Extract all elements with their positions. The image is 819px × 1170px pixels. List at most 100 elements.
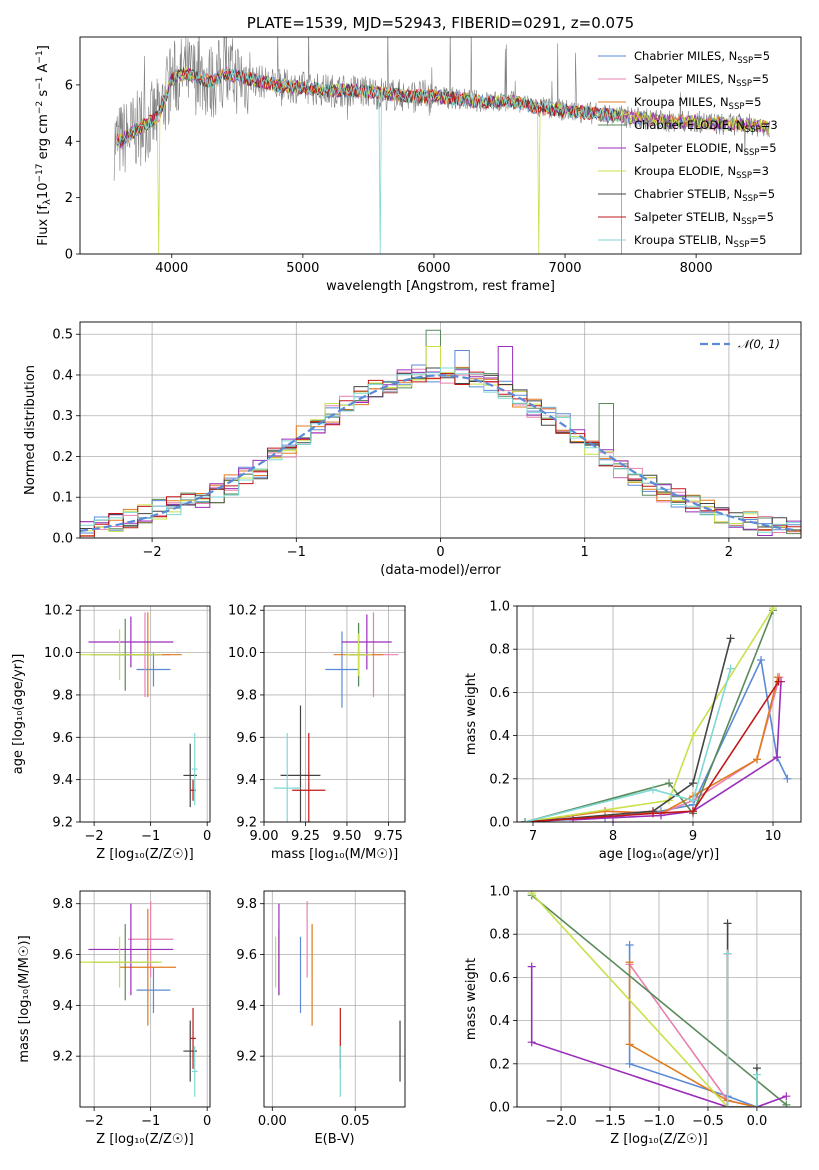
x-tick-label: 1 [581, 545, 589, 560]
mass_weight_vs_z-plot-area [527, 891, 791, 1107]
series-line-chabrier_stelib [524, 638, 732, 822]
legend-label: Kroupa ELODIE, NSSP=3 [634, 164, 769, 181]
y-tick-label: 9.8 [236, 897, 257, 912]
series-marker [773, 753, 781, 762]
mass_weight_vs_z-frame [516, 890, 802, 1108]
x-tick-label: −2.0 [545, 1114, 577, 1129]
gaussian-curve [80, 374, 799, 532]
series-line-chabrier_elodie [524, 610, 774, 822]
series-line-chabrier_miles [628, 945, 758, 1107]
mass_weight_vs_z-axes: −2.0 −1.5 −1.0 −0.5 0.0 0.0 0.2 0.4 0.6 0.8 1.0 [489, 885, 801, 1129]
y-tick-label: 0.8 [489, 643, 510, 658]
mass_vs_z-plot-area [80, 901, 198, 1097]
series-marker [783, 774, 792, 783]
x-tick-label: 2 [725, 545, 733, 560]
y-tick-label: 6 [65, 78, 73, 93]
y-tick-label: 10.2 [228, 604, 257, 619]
x-tick-label: 8 [609, 829, 617, 844]
residuals-legend: 𝒩(0, 1) [700, 337, 780, 351]
mass_vs_ebv-frame [263, 890, 406, 1108]
series-marker [726, 634, 735, 643]
model-line-salpeter_stelib [116, 67, 622, 254]
legend-label: Salpeter STELIB, NSSP=5 [634, 210, 774, 227]
y-tick-label: 9.4 [52, 999, 73, 1014]
series-marker [723, 949, 732, 958]
age_vs_z-ylabel: age [log₁₀(age/yr)] [11, 654, 26, 775]
spectrum-axes: 4000 5000 6000 7000 8000 0 2 4 6 [65, 78, 713, 276]
mass_weight_vs_age-xlabel: age [log₁₀(age/yr)] [599, 847, 720, 862]
x-tick-label: 8000 [680, 261, 713, 276]
y-tick-label: 9.6 [52, 948, 73, 963]
y-tick-label: 0.3 [52, 409, 73, 424]
series-marker [773, 673, 782, 682]
series-marker [723, 1103, 732, 1107]
x-tick-label: 0.00 [258, 1114, 287, 1129]
series-marker [752, 1103, 761, 1107]
series-marker [625, 1040, 634, 1049]
series-line-salpeter_stelib [726, 953, 757, 1107]
series-line-chabrier_stelib [726, 923, 758, 1107]
legend-label: Kroupa STELIB, NSSP=5 [634, 233, 766, 250]
y-tick-label: 9.4 [236, 999, 257, 1014]
y-tick-label: 9.6 [236, 731, 257, 746]
age_vs_z-plot-area [80, 612, 198, 808]
series-line-chabrier_miles [524, 657, 789, 822]
y-tick-label: 10.0 [228, 646, 257, 661]
series-marker [527, 891, 536, 898]
x-tick-label: 0.0 [747, 1114, 768, 1129]
series-marker [726, 664, 735, 673]
x-tick-label: 0 [203, 829, 211, 844]
mass_vs_z-ylabel: mass [log₁₀(M/M☉)] [17, 935, 32, 1062]
x-tick-label: −1 [141, 1114, 160, 1129]
mass_weight_vs_age-plot-area [521, 606, 792, 822]
spectrum-ylabel: Flux [fλ10−17 erg cm−2 s−1 A−1] [35, 45, 53, 246]
y-tick-label: 9.4 [52, 773, 73, 788]
spectrum-title: PLATE=1539, MJD=52943, FIBERID=0291, z=0… [247, 14, 634, 32]
age_vs_mass-xlabel: mass [log₁₀(M/M☉)] [271, 847, 398, 862]
x-tick-label: −1.0 [643, 1114, 675, 1129]
y-tick-label: 9.2 [52, 816, 73, 831]
series-line-kroupa_elodie [524, 607, 774, 822]
spectrum-xlabel: wavelength [Angstrom, rest frame] [326, 279, 555, 294]
x-tick-label: 0.05 [341, 1114, 370, 1129]
model-line-kroupa_stelib [116, 68, 622, 254]
mass_vs_ebv-xlabel: E(B-V) [314, 1132, 354, 1147]
series-marker [625, 958, 634, 967]
y-tick-label: 9.6 [236, 948, 257, 963]
spectrum-frame [79, 36, 802, 255]
series-marker [625, 941, 634, 949]
series-marker [689, 779, 697, 788]
legend-label: Chabrier STELIB, NSSP=5 [634, 187, 775, 204]
series-marker [649, 809, 657, 818]
series-marker [527, 962, 536, 971]
x-tick-label: 9.75 [374, 829, 403, 844]
x-tick-label: 6000 [417, 261, 450, 276]
y-tick-label: 9.2 [236, 816, 257, 831]
x-tick-label: 0 [203, 1114, 211, 1129]
series-line-kroupa_stelib [726, 953, 758, 1107]
series-marker [757, 656, 765, 664]
y-tick-label: 0.8 [489, 928, 510, 943]
y-tick-label: 9.8 [52, 688, 73, 703]
series-marker [752, 1070, 761, 1079]
legend-label: Chabrier ELODIE, NSSP=3 [634, 118, 778, 135]
legend-label: Kroupa MILES, NSSP=5 [634, 95, 761, 112]
y-tick-label: 0.0 [489, 1101, 510, 1116]
spectrum-legend: Chabrier MILES, NSSP=5 Salpeter MILES, NS… [598, 49, 778, 250]
y-tick-label: 0.2 [52, 450, 73, 465]
y-tick-label: 2 [65, 191, 73, 206]
age_vs_z-xlabel: Z [log₁₀(Z/Z☉)] [96, 847, 193, 862]
hist-kroupa_stelib [80, 367, 801, 538]
x-tick-label: 9 [689, 829, 697, 844]
mass_vs_z-xlabel: Z [log₁₀(Z/Z☉)] [96, 1132, 193, 1147]
series-marker [723, 919, 732, 928]
mass_weight_vs_z-ylabel: mass weight [464, 958, 479, 1040]
x-tick-label: 0 [436, 545, 444, 560]
mass_weight_vs_z-xlabel: Z [log₁₀(Z/Z☉)] [610, 1132, 707, 1147]
series-marker [625, 1059, 634, 1068]
mass_weight_vs_age-ylabel: mass weight [464, 673, 479, 755]
y-tick-label: 0.5 [52, 328, 73, 343]
series-line-chabrier_elodie [531, 894, 787, 1106]
mass_weight_vs_age-frame [516, 605, 802, 823]
